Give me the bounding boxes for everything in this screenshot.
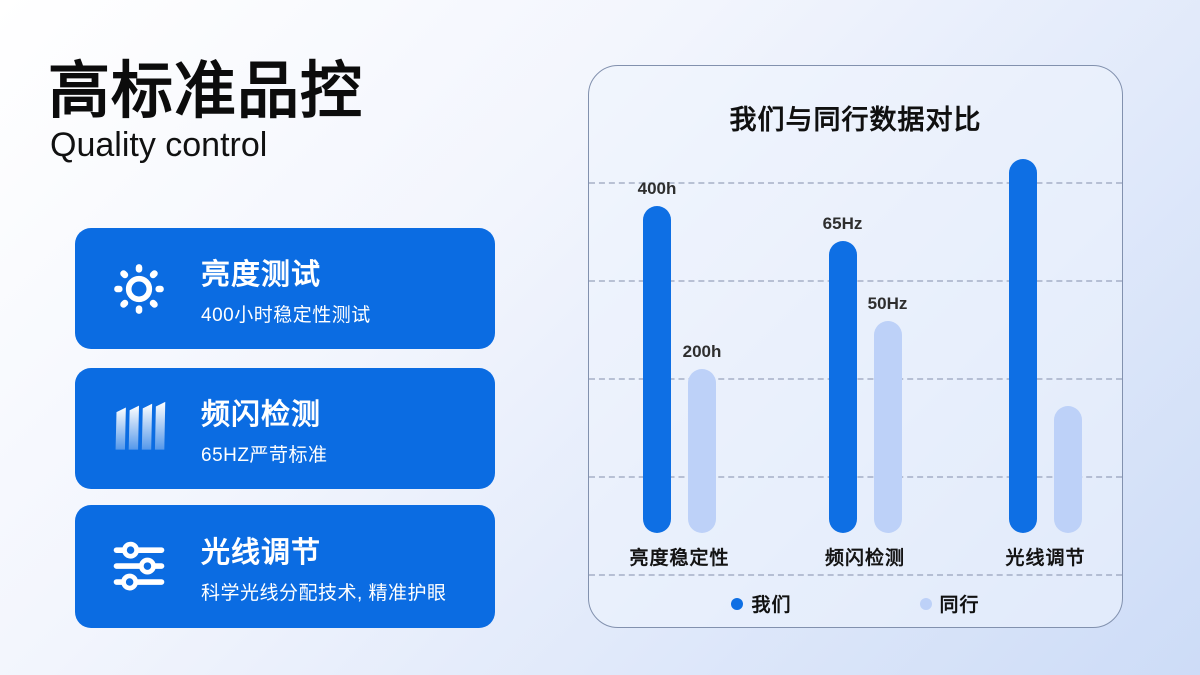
bar-同行-频闪检测: [873, 321, 902, 533]
category-label: 频闪检测: [824, 548, 906, 569]
comparison-chart-panel: 我们与同行数据对比 400h 65Hz 200h 50Hz 亮度稳定性 频闪检测 光线调节 …: [588, 65, 1123, 628]
bar-同行-亮度稳定性: [688, 369, 716, 533]
chart-plot: 400h 65Hz 200h 50Hz 亮度稳定性 频闪检测 光线调节: [589, 66, 1122, 627]
bar-value-label: 65Hz: [822, 214, 863, 233]
page-title: 高标准品控: [48, 57, 364, 126]
feature-title: 光线调节: [201, 536, 322, 569]
feature-desc: 65HZ严苛标准: [201, 444, 328, 466]
page-subtitle: Quality control: [50, 126, 268, 165]
feature-card-text: 频闪检测 65HZ严苛标准: [201, 391, 327, 467]
chart-title: 我们与同行数据对比: [729, 105, 982, 135]
bar-同行-光线调节: [1054, 406, 1082, 533]
bar-value-label: 50Hz: [867, 294, 908, 313]
feature-card-text: 光线调节 科学光线分配技术, 精准护眼: [201, 529, 447, 605]
bar-value-label: 400h: [637, 179, 677, 198]
feature-desc: 400小时稳定性测试: [201, 304, 371, 326]
legend-label: 我们: [751, 595, 792, 616]
feature-title: 亮度测试: [201, 258, 322, 291]
bar-value-label: 200h: [682, 342, 722, 361]
header: 高标准品控 Quality control: [48, 57, 364, 165]
gridline: [589, 182, 1122, 184]
flicker-bars-icon: [109, 399, 169, 459]
category-label: 亮度稳定性: [629, 548, 730, 569]
bar-我们-亮度稳定性: [643, 206, 671, 533]
feature-card-flicker-detection: 频闪检测 65HZ严苛标准: [75, 368, 495, 489]
legend-label: 同行: [939, 595, 980, 616]
chart-legend: 我们 同行: [589, 590, 1122, 617]
feature-card-text: 亮度测试 400小时稳定性测试: [201, 251, 371, 327]
bar-我们-光线调节: [1009, 159, 1037, 533]
feature-desc: 科学光线分配技术, 精准护眼: [201, 582, 447, 604]
feature-card-light-adjustment: 光线调节 科学光线分配技术, 精准护眼: [75, 505, 495, 628]
feature-card-brightness-test: 亮度测试 400小时稳定性测试: [75, 228, 495, 349]
category-label: 光线调节: [1005, 548, 1086, 569]
legend-separator-line: [589, 574, 1122, 576]
legend-dot-icon: [731, 597, 744, 610]
legend-item-我们: 我们: [731, 590, 791, 617]
legend-item-同行: 同行: [919, 590, 980, 617]
feature-title: 频闪检测: [201, 398, 322, 431]
bar-我们-频闪检测: [828, 241, 857, 533]
brightness-sun-icon: [109, 259, 169, 319]
legend-dot-icon: [919, 597, 932, 610]
light-sliders-icon: [109, 537, 169, 597]
